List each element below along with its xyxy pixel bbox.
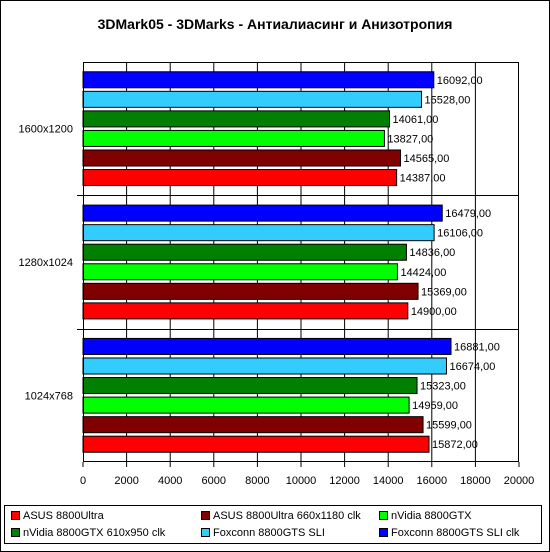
legend-swatch [379,527,388,537]
bar [82,204,443,222]
bar [82,282,419,300]
legend: ASUS 8800Ultra ASUS 8800Ultra 660x1180 cl… [4,505,542,544]
data-label: 16881,00 [454,341,500,353]
data-label: 16479,00 [445,208,491,220]
chart-title: 3DMark05 - 3DMarks - Антиалиасинг и Аниз… [97,16,453,32]
legend-label: nVidia 8800GTX 610x950 clk [23,527,166,539]
data-label: 14061,00 [393,114,439,126]
bar [82,337,452,355]
bar [82,110,391,128]
x-tick-label: 14000 [373,475,404,487]
bar [82,435,430,453]
data-label: 15323,00 [420,381,466,393]
legend-swatch [11,510,20,520]
data-label: 15599,00 [426,420,472,432]
legend-label: ASUS 8800Ultra 660x1180 clk [213,510,361,522]
data-label: 15369,00 [421,286,467,298]
legend-swatch [11,527,20,537]
data-label: 14900,00 [411,306,457,318]
bar [82,71,435,89]
category-label: 1600x1200 [19,124,73,136]
legend-label: ASUS 8800Ultra [23,510,104,522]
bar [82,263,398,281]
bar [82,224,435,242]
bar [82,149,402,167]
data-label: 14387,00 [400,173,446,185]
bar [82,357,447,375]
x-tick-label: 8000 [245,475,269,487]
bar [82,396,410,414]
x-tick-label: 6000 [202,475,226,487]
x-tick-label: 16000 [417,475,448,487]
bar [82,302,409,320]
data-label: 15872,00 [432,439,478,451]
x-tick-label: 18000 [460,475,491,487]
data-label: 16106,00 [437,228,483,240]
data-label: 14836,00 [409,247,455,259]
legend-label: Foxconn 8800GTS SLI clk [391,527,520,539]
data-label: 16674,00 [449,361,495,373]
legend-label: Foxconn 8800GTS SLI [213,527,325,539]
legend-swatch [201,527,210,537]
legend-item: Foxconn 8800GTS SLI [201,526,325,540]
legend-swatch [201,510,210,520]
legend-item: ASUS 8800Ultra [11,509,104,523]
plot-border [83,62,519,462]
x-tick-label: 10000 [286,475,317,487]
bar [82,90,423,108]
category-label: 1024x768 [25,390,73,402]
data-label: 14959,00 [412,400,458,412]
x-tick-label: 2000 [114,475,138,487]
legend-item: nVidia 8800GTX [379,509,472,523]
bar [82,169,398,187]
legend-label: nVidia 8800GTX [391,510,472,522]
data-label: 14424,00 [400,267,446,279]
data-label: 13827,00 [387,133,433,145]
x-tick-label: 4000 [158,475,182,487]
x-tick-label: 20000 [504,475,535,487]
bar [82,243,407,261]
bar [82,129,385,147]
x-tick-label: 0 [80,475,86,487]
legend-item: nVidia 8800GTX 610x950 clk [11,526,165,540]
legend-item: Foxconn 8800GTS SLI clk [379,526,519,540]
bar [82,377,418,395]
legend-swatch [379,510,388,520]
bar [82,416,424,434]
data-label: 15528,00 [425,94,471,106]
data-label: 14565,00 [404,153,450,165]
category-label: 1280x1024 [19,257,73,269]
data-label: 16092,00 [437,75,483,87]
legend-item: ASUS 8800Ultra 660x1180 clk [201,509,361,523]
x-tick-label: 12000 [329,475,360,487]
